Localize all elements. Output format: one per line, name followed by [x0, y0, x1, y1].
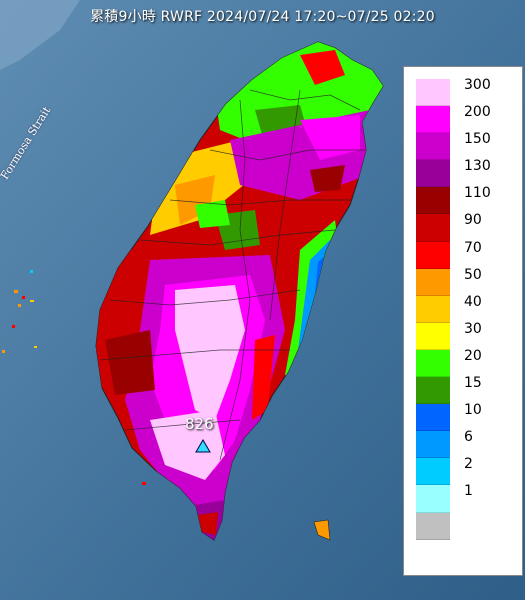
legend-swatch: [416, 133, 450, 161]
legend-label: 2: [464, 456, 473, 473]
legend-label: 300: [464, 77, 491, 93]
legend-label: 10: [464, 402, 482, 419]
legend-label: 1: [464, 483, 473, 500]
legend-swatch: [416, 458, 450, 486]
legend-row: 15: [416, 375, 510, 405]
max-station-marker: [195, 439, 211, 453]
legend-row: 30: [416, 320, 510, 350]
legend-row: 2: [416, 456, 510, 486]
legend-swatch: [416, 241, 450, 269]
legend-row: 20: [416, 347, 510, 378]
county-boundaries: [99, 89, 365, 461]
legend-label: 110: [464, 185, 491, 202]
legend-label: 30: [464, 320, 482, 337]
legend-label: 200: [464, 104, 491, 121]
legend-label: 50: [464, 266, 482, 283]
legend-swatch: [416, 187, 450, 215]
legend-row: 150: [416, 131, 510, 161]
legend-swatch: [416, 349, 450, 378]
legend-row: 300: [416, 77, 510, 107]
legend-row: 200: [416, 104, 510, 134]
offshore-echoes: [2, 270, 331, 541]
legend-row: 90: [416, 212, 510, 242]
legend-row: 70: [416, 239, 510, 269]
legend-row: 6: [416, 429, 510, 459]
legend-swatch: [416, 377, 450, 405]
legend-swatch: [416, 268, 450, 296]
max-value-label: 826: [185, 415, 214, 433]
legend-row: 50: [416, 266, 510, 296]
legend-row: 130: [416, 158, 510, 188]
legend-swatch: [416, 485, 450, 513]
legend-swatch: [416, 512, 450, 540]
legend-swatch: [416, 106, 450, 134]
legend-swatch: [416, 322, 450, 350]
legend-label: 15: [464, 375, 482, 392]
legend-row: 10: [416, 402, 510, 432]
legend-swatch: [416, 214, 450, 242]
mainland-coast: [0, 0, 80, 70]
legend-label: 150: [464, 131, 491, 148]
map-title: 累積9小時 RWRF 2024/07/24 17:20~07/25 02:20: [90, 9, 435, 25]
legend-swatch: [416, 160, 450, 188]
legend-row: [416, 512, 510, 540]
legend-label: 130: [464, 158, 491, 175]
legend-swatch: [416, 295, 450, 323]
legend-label: 90: [464, 212, 482, 229]
legend-label: 40: [464, 293, 482, 310]
legend-swatch: [416, 431, 450, 459]
legend-label: 70: [464, 239, 482, 256]
legend: 300 200 150 130 110 90 70 50 40 30 20 15 10 6 2 1: [416, 77, 510, 540]
legend-swatch: [416, 79, 450, 107]
legend-row: 40: [416, 293, 510, 323]
legend-label: 6: [464, 429, 473, 446]
legend-swatch: [416, 404, 450, 432]
legend-row: 1: [416, 483, 510, 513]
legend-label: 20: [464, 347, 482, 364]
legend-row: 110: [416, 185, 510, 215]
